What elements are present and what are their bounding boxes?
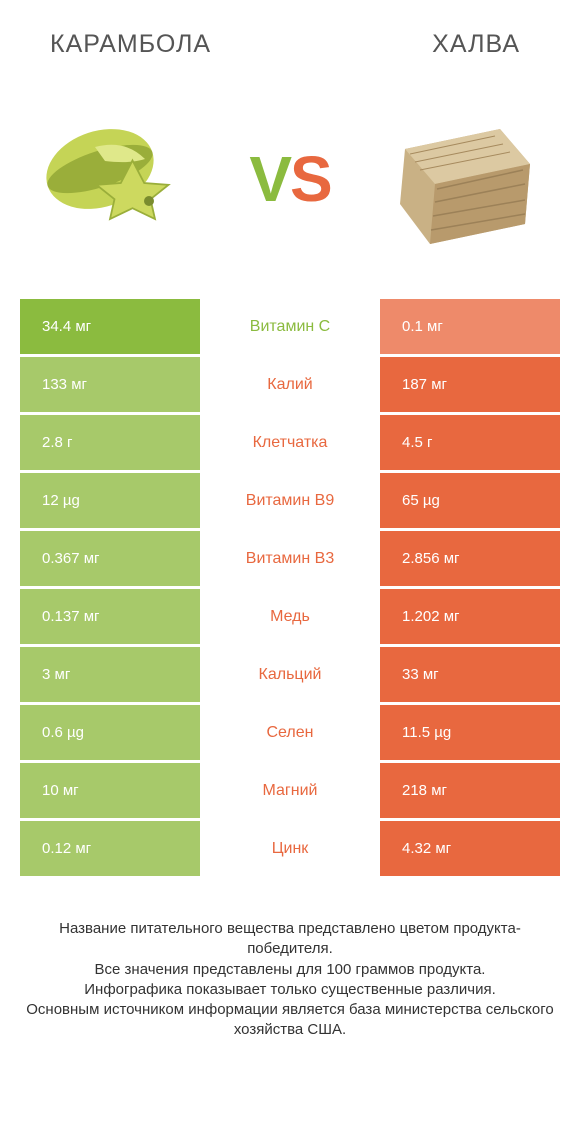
left-value: 34.4 мг <box>20 299 200 354</box>
left-value: 0.367 мг <box>20 531 200 586</box>
right-value: 33 мг <box>380 647 560 702</box>
footer-line: Все значения представлены для 100 граммо… <box>25 960 555 980</box>
left-value: 3 мг <box>20 647 200 702</box>
right-value: 11.5 µg <box>380 705 560 760</box>
vs-s: S <box>290 143 331 215</box>
hero: VS <box>0 79 580 299</box>
footer-line: Название питательного вещества представл… <box>25 919 555 960</box>
left-value: 2.8 г <box>20 415 200 470</box>
footer-note: Название питательного вещества представл… <box>0 879 580 1041</box>
left-value: 12 µg <box>20 473 200 528</box>
left-value: 0.137 мг <box>20 589 200 644</box>
table-row: 0.137 мгМедь1.202 мг <box>20 589 560 644</box>
header: Карамбола Халва <box>0 0 580 79</box>
nutrient-label: Клетчатка <box>200 415 380 470</box>
table-row: 3 мгКальций33 мг <box>20 647 560 702</box>
table-row: 2.8 гКлетчатка4.5 г <box>20 415 560 470</box>
nutrient-label: Селен <box>200 705 380 760</box>
right-value: 65 µg <box>380 473 560 528</box>
nutrient-label: Магний <box>200 763 380 818</box>
right-value: 1.202 мг <box>380 589 560 644</box>
vs-v: V <box>249 143 290 215</box>
table-row: 0.6 µgСелен11.5 µg <box>20 705 560 760</box>
footer-line: Основным источником информации является … <box>25 1000 555 1041</box>
nutrient-label: Витамин B3 <box>200 531 380 586</box>
left-value: 10 мг <box>20 763 200 818</box>
nutrient-label: Кальций <box>200 647 380 702</box>
nutrition-table: 34.4 мгВитамин C0.1 мг133 мгКалий187 мг2… <box>0 299 580 876</box>
right-value: 187 мг <box>380 357 560 412</box>
right-value: 218 мг <box>380 763 560 818</box>
table-row: 0.12 мгЦинк4.32 мг <box>20 821 560 876</box>
right-value: 4.5 г <box>380 415 560 470</box>
title-left: Карамбола <box>50 30 211 59</box>
table-row: 133 мгКалий187 мг <box>20 357 560 412</box>
nutrient-label: Цинк <box>200 821 380 876</box>
table-row: 34.4 мгВитамин C0.1 мг <box>20 299 560 354</box>
nutrient-label: Витамин C <box>200 299 380 354</box>
table-row: 10 мгМагний218 мг <box>20 763 560 818</box>
vs-label: VS <box>249 142 330 216</box>
halva-image <box>370 104 550 254</box>
left-value: 0.6 µg <box>20 705 200 760</box>
right-value: 2.856 мг <box>380 531 560 586</box>
nutrient-label: Витамин B9 <box>200 473 380 528</box>
nutrient-label: Калий <box>200 357 380 412</box>
table-row: 12 µgВитамин B965 µg <box>20 473 560 528</box>
left-value: 133 мг <box>20 357 200 412</box>
table-row: 0.367 мгВитамин B32.856 мг <box>20 531 560 586</box>
left-value: 0.12 мг <box>20 821 200 876</box>
right-value: 4.32 мг <box>380 821 560 876</box>
title-right: Халва <box>432 30 520 59</box>
nutrient-label: Медь <box>200 589 380 644</box>
starfruit-image <box>30 104 210 254</box>
right-value: 0.1 мг <box>380 299 560 354</box>
footer-line: Инфографика показывает только существенн… <box>25 980 555 1000</box>
